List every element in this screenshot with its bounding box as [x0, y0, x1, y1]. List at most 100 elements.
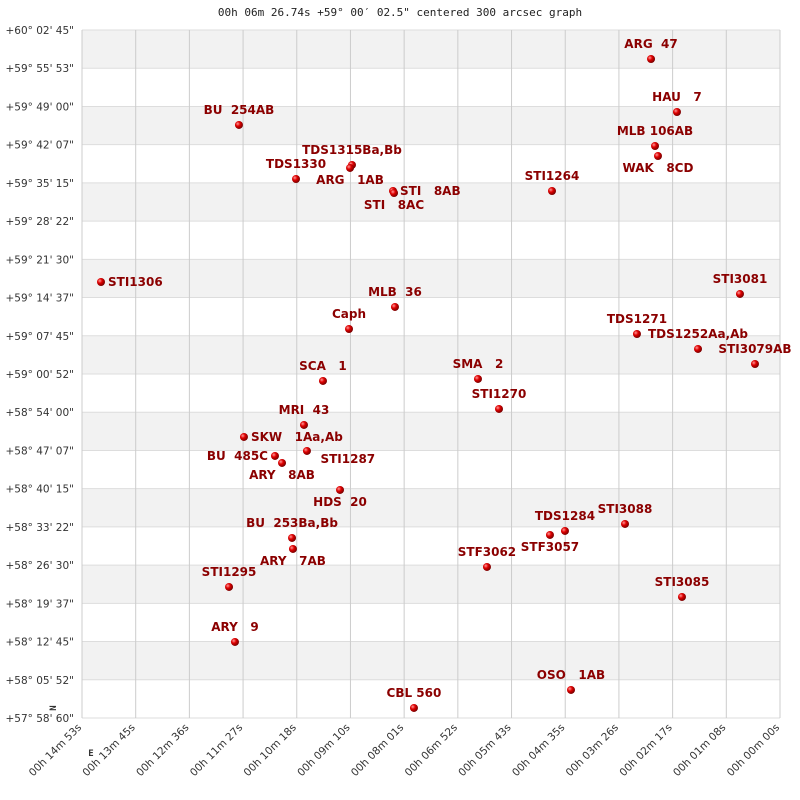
star-point: TDS1252Aa,Ab	[648, 327, 748, 353]
star-point: STI 8AC	[364, 188, 424, 212]
star-marker	[473, 374, 482, 383]
star-marker	[677, 592, 686, 601]
x-tick-label: 00h 14m 53s	[27, 722, 84, 779]
star-marker	[409, 703, 418, 712]
y-tick-label: +58° 12' 45"	[5, 637, 74, 649]
y-tick-label: +58° 47' 07"	[5, 445, 74, 457]
star-label: STI1295	[202, 565, 257, 579]
star-label: STI 8AC	[364, 198, 424, 212]
y-tick-label: +58° 40' 15"	[5, 484, 74, 496]
y-tick-label: +59° 35' 15"	[5, 178, 74, 190]
star-point: MLB 106AB	[617, 124, 693, 150]
star-marker	[302, 446, 311, 455]
star-point: OSO 1AB	[537, 668, 605, 694]
star-marker	[621, 519, 630, 528]
star-point: ARY 9	[211, 620, 259, 646]
grid-band	[82, 488, 780, 527]
y-tick-label: +59° 55' 53"	[5, 63, 74, 75]
star-label: MRI 43	[279, 403, 330, 417]
star-point: STI1270	[472, 387, 526, 413]
y-tick-label: +59° 07' 45"	[5, 331, 74, 343]
east-marker: E	[88, 749, 93, 759]
star-point: TDS1284	[535, 509, 595, 535]
star-marker	[495, 404, 504, 413]
star-marker	[653, 152, 662, 161]
star-marker	[482, 562, 491, 571]
grid-band	[82, 641, 780, 680]
star-label: BU 253Ba,Bb	[246, 516, 338, 530]
x-tick-label: 00h 01m 08s	[671, 722, 728, 779]
star-marker	[735, 289, 744, 298]
star-point: STI1295	[202, 565, 257, 591]
star-marker	[336, 485, 345, 494]
star-marker	[647, 54, 656, 63]
star-point: STI1264	[525, 169, 580, 195]
star-point: ARG 1AB	[316, 163, 384, 187]
star-label: TDS1284	[535, 509, 595, 523]
star-label: SCA 1	[299, 359, 347, 373]
x-tick-label: 00h 12m 36s	[134, 722, 191, 779]
star-label: SMA 2	[453, 357, 504, 371]
y-tick-label: +57° 58' 60"	[5, 713, 74, 725]
star-label: CBL 560	[387, 686, 442, 700]
star-point: TDS1271	[607, 312, 667, 338]
star-marker	[318, 376, 327, 385]
star-point: Caph	[332, 307, 366, 333]
grid-band	[82, 30, 780, 69]
star-point: BU 253Ba,Bb	[246, 516, 338, 542]
star-label: HDS 20	[313, 495, 367, 509]
north-marker: N	[49, 705, 59, 710]
star-marker	[750, 359, 759, 368]
star-label: SKW 1Aa,Ab	[251, 430, 343, 444]
star-label: STI3079AB	[718, 342, 791, 356]
star-label: ARY 7AB	[260, 554, 326, 568]
star-label: STF3057	[521, 540, 579, 554]
star-label: WAK 8CD	[623, 161, 694, 175]
star-point: CBL 560	[387, 686, 442, 712]
star-marker	[547, 186, 556, 195]
star-label: TDS1330	[266, 157, 326, 171]
star-marker	[346, 163, 355, 172]
star-marker	[694, 344, 703, 353]
star-point: STF3057	[521, 530, 579, 554]
star-label: STI 8AB	[400, 184, 461, 198]
star-label: STI1287	[320, 452, 375, 466]
grid-band	[82, 412, 780, 451]
star-point: HDS 20	[313, 485, 367, 509]
x-tick-label: 00h 05m 43s	[456, 722, 513, 779]
y-tick-label: +60° 02' 45"	[5, 25, 74, 37]
star-marker	[299, 420, 308, 429]
star-label: HAU 7	[652, 90, 702, 104]
star-point: MLB 36	[368, 285, 422, 311]
star-point: ARY 8AB	[249, 458, 315, 482]
star-label: STI1306	[108, 275, 163, 289]
star-point: BU 254AB	[204, 103, 274, 129]
star-label: STI3081	[713, 272, 768, 286]
grid-band	[82, 182, 780, 222]
star-point: SKW 1Aa,Ab	[239, 430, 343, 444]
x-tick-label: 00h 03m 26s	[564, 722, 621, 779]
grid-band	[82, 259, 780, 298]
y-tick-label: +58° 54' 00"	[5, 407, 74, 419]
grid-band	[82, 106, 780, 145]
star-point: SMA 2	[453, 357, 504, 383]
star-point: STI1287	[302, 446, 375, 466]
x-tick-label: 00h 10m 18s	[242, 722, 299, 779]
star-marker	[230, 637, 239, 646]
star-label: ARY 8AB	[249, 468, 315, 482]
star-label: TDS1252Aa,Ab	[648, 327, 748, 341]
chart-title: 00h 06m 26.74s +59° 00′ 02.5" centered 3…	[217, 6, 583, 19]
star-label: STI1264	[525, 169, 580, 183]
star-point: HAU 7	[652, 90, 702, 117]
star-point: SCA 1	[299, 359, 347, 385]
star-label: STF3062	[458, 545, 516, 559]
x-tick-label: 00h 04m 35s	[510, 722, 567, 779]
y-tick-label: +59° 42' 07"	[5, 140, 74, 152]
star-marker	[651, 141, 660, 150]
star-point: MRI 43	[279, 403, 330, 429]
star-point: STI1306	[96, 275, 163, 289]
star-point: WAK 8CD	[623, 152, 694, 175]
y-tick-label: +59° 49' 00"	[5, 101, 74, 113]
star-label: OSO 1AB	[537, 668, 605, 682]
